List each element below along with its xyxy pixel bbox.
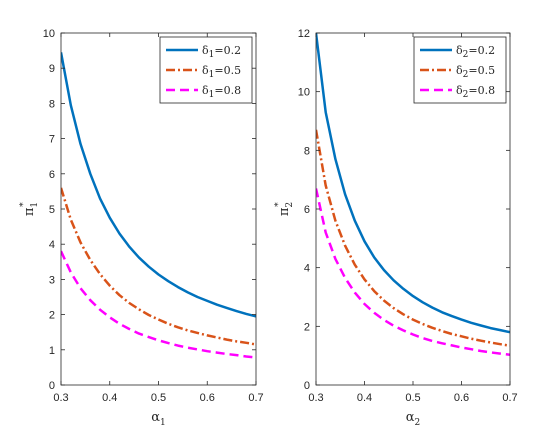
x-tick-label: 0.7	[248, 392, 263, 404]
x-tick-label: 0.7	[502, 392, 517, 404]
y-tick-label: 10	[298, 87, 310, 99]
series-line-3	[316, 188, 510, 357]
y-tick-label: 4	[304, 263, 310, 275]
legend-label-3: δ1=0.8	[202, 84, 241, 100]
y-tick-label: 8	[304, 145, 310, 157]
y-axis-label: π2*	[274, 202, 295, 216]
series-line-2	[316, 129, 510, 347]
y-tick-label: 3	[49, 274, 55, 286]
y-axis-label: π1*	[19, 202, 40, 216]
y-tick-label: 2	[304, 321, 310, 333]
legend-label-3: δ2=0.8	[456, 84, 495, 100]
series-group	[316, 33, 510, 357]
y-tick-label: 5	[49, 204, 55, 216]
y-tick-label: 6	[304, 204, 310, 216]
x-tick-label: 0.5	[405, 392, 420, 404]
series-line-1	[316, 33, 510, 334]
legend-box	[413, 36, 507, 104]
chart-panel-2: 0.3 0.4 0.5 0.6 0.7024681012α2π2*δ2=0.2δ2=0.…	[274, 28, 518, 428]
series-line-3	[61, 250, 256, 359]
y-tick-label: 6	[49, 169, 55, 181]
chart-panel-1: 0.3 0.4 0.5 0.6 0.7012345678910α1π1*δ1=0.2δ1…	[19, 28, 264, 428]
x-tick-label: 0.3	[308, 392, 323, 404]
x-tick-label: 0.6	[200, 392, 215, 404]
y-tick-label: 7	[49, 134, 55, 146]
y-tick-label: 2	[49, 310, 55, 322]
y-tick-label: 0	[304, 380, 310, 392]
legend: δ2=0.2 δ2=0.5 δ2=0.8	[413, 36, 507, 104]
legend-label-1: δ1=0.2	[202, 44, 241, 60]
legend-label-1: δ2=0.2	[456, 44, 495, 60]
x-tick-label: 0.6	[454, 392, 469, 404]
series-line-2	[61, 187, 256, 346]
series-group	[61, 52, 256, 359]
x-tick-label: 0.3	[53, 392, 68, 404]
legend: δ1=0.2 δ1=0.5 δ1=0.8	[159, 36, 253, 104]
y-tick-label: 1	[49, 345, 55, 357]
legend-label-2: δ1=0.5	[202, 64, 241, 80]
y-tick-label: 4	[49, 239, 55, 251]
legend-label-2: δ2=0.5	[456, 64, 495, 80]
y-tick-label: 10	[43, 28, 55, 40]
x-axis-label: α1	[151, 410, 166, 428]
y-tick-label: 12	[298, 28, 310, 40]
y-tick-label: 0	[49, 380, 55, 392]
x-tick-label: 0.4	[102, 392, 117, 404]
x-tick-label: 0.5	[151, 392, 166, 404]
x-axis-label: α2	[406, 410, 421, 428]
y-tick-label: 9	[49, 63, 55, 75]
series-line-1	[61, 52, 256, 318]
x-tick-label: 0.4	[357, 392, 372, 404]
legend-box	[159, 36, 253, 104]
y-tick-label: 8	[49, 98, 55, 110]
